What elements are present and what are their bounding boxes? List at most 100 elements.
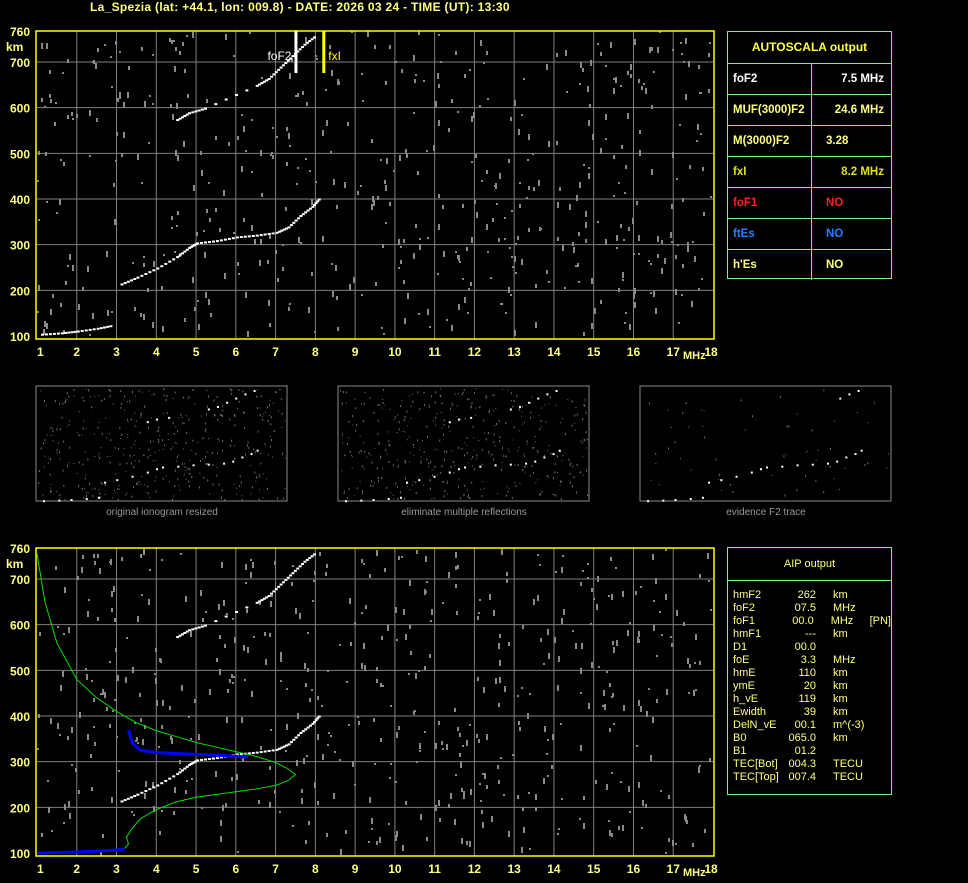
noise-dot [207, 395, 209, 398]
trace-point [126, 280, 130, 283]
noise-dot [459, 733, 461, 737]
noise-dot [471, 161, 473, 163]
trace-point [448, 421, 451, 424]
noise-dot [64, 587, 66, 593]
noise-dot [435, 743, 437, 749]
noise-dot [121, 557, 123, 561]
noise-dot [427, 237, 429, 239]
noise-dot [222, 405, 224, 408]
noise-dot [270, 729, 272, 731]
noise-dot [547, 739, 549, 741]
x-tick-label: 16 [627, 862, 641, 876]
y-tick-label: 760 [10, 542, 30, 556]
noise-dot [815, 479, 817, 482]
noise-dot [118, 770, 120, 772]
trace-point [296, 50, 300, 53]
noise-dot [575, 265, 577, 267]
noise-dot [182, 422, 184, 425]
noise-dot [561, 798, 563, 800]
aip-unit: TECU [833, 771, 863, 783]
noise-dot [483, 487, 485, 489]
noise-dot [234, 457, 236, 460]
aip-value: 262 [797, 589, 816, 601]
noise-dot [73, 463, 75, 465]
noise-dot [479, 105, 481, 107]
noise-dot [442, 481, 444, 483]
noise-dot [521, 259, 523, 265]
noise-dot [535, 807, 537, 811]
noise-dot [239, 475, 241, 478]
noise-dot [363, 420, 365, 423]
noise-dot [584, 439, 586, 442]
noise-dot [557, 685, 559, 691]
noise-dot [109, 461, 111, 464]
noise-dot [429, 479, 431, 482]
y-tick-label: 300 [10, 756, 30, 770]
noise-dot [281, 426, 283, 428]
noise-dot [524, 421, 526, 423]
noise-dot [395, 781, 397, 783]
noise-dot [442, 748, 444, 750]
noise-dot [537, 595, 539, 601]
noise-dot [399, 491, 401, 494]
noise-dot [238, 400, 240, 403]
aip-value: 01.2 [794, 745, 816, 757]
noise-dot [680, 42, 682, 44]
noise-dot [280, 398, 282, 401]
noise-dot [443, 433, 445, 436]
noise-dot [409, 625, 411, 629]
noise-dot [541, 407, 543, 409]
noise-dot [494, 424, 496, 426]
noise-dot [628, 227, 630, 231]
autoscala-row-ftes: ftEs NO [728, 219, 891, 250]
noise-dot [459, 261, 461, 263]
foF2-marker-label: foF2 [267, 49, 291, 63]
noise-dot [694, 256, 696, 262]
aip-param: foF2 [733, 602, 756, 614]
noise-dot [198, 324, 200, 330]
trace-point [176, 256, 180, 259]
trace-point [289, 741, 293, 744]
noise-dot [235, 493, 237, 495]
noise-dot [648, 260, 650, 262]
noise-dot [519, 482, 521, 484]
noise-dot [167, 433, 169, 435]
noise-dot [154, 480, 156, 482]
noise-dot [557, 202, 559, 208]
trace-point [207, 758, 211, 761]
noise-dot [144, 405, 146, 408]
noise-dot [247, 441, 249, 444]
noise-dot [642, 800, 644, 806]
noise-dot [317, 734, 319, 740]
aip-row: B1 01.2 [733, 745, 891, 758]
trace-point [280, 746, 284, 749]
y-tick-label: 700 [10, 573, 30, 587]
noise-dot [583, 823, 585, 829]
noise-dot [382, 244, 384, 248]
noise-dot [269, 323, 271, 327]
noise-dot [395, 482, 397, 485]
trace-point [177, 465, 180, 468]
noise-dot [83, 497, 85, 499]
noise-dot [639, 150, 641, 156]
noise-dot [467, 398, 469, 401]
noise-dot [427, 466, 429, 468]
noise-dot [405, 477, 407, 480]
noise-dot [486, 395, 488, 397]
noise-dot [457, 111, 459, 113]
trace-point [308, 40, 312, 43]
trace-point [219, 239, 223, 242]
trace-point [214, 620, 218, 623]
noise-dot [486, 785, 488, 789]
noise-dot [158, 450, 160, 452]
noise-dot [608, 595, 610, 597]
noise-dot [423, 403, 425, 406]
noise-dot [638, 782, 640, 788]
y-tick-label: 200 [10, 284, 30, 298]
noise-dot [72, 118, 74, 120]
noise-dot [159, 831, 161, 835]
noise-dot [275, 391, 277, 394]
noise-dot [50, 434, 52, 436]
noise-dot [588, 173, 590, 179]
noise-dot [41, 98, 43, 102]
